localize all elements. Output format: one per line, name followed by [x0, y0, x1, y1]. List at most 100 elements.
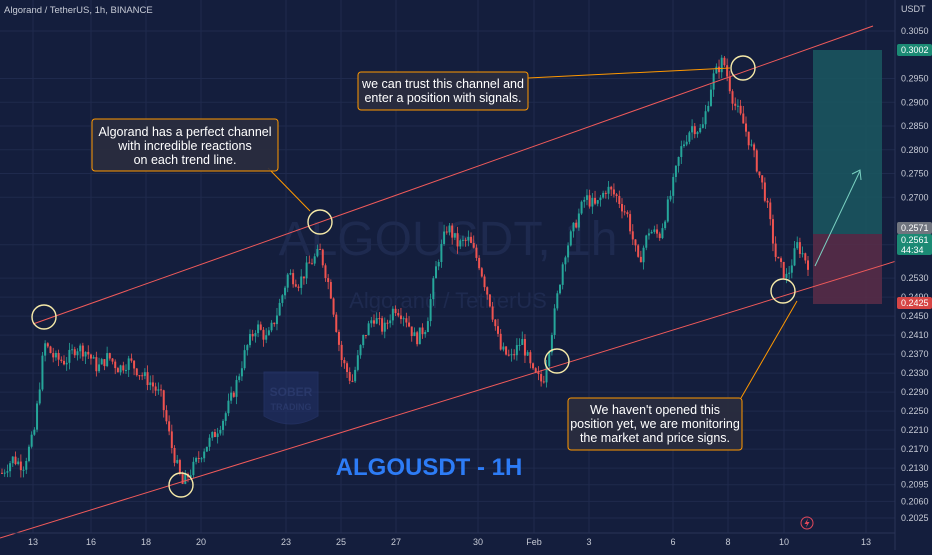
candle: [478, 255, 481, 271]
candle: [556, 290, 559, 311]
candle: [146, 365, 149, 391]
candle: [200, 457, 203, 463]
candle: [720, 54, 723, 79]
symbol-info[interactable]: Algorand / TetherUS, 1h, BINANCE: [4, 5, 153, 16]
price-axis[interactable]: 0.3050 0.2950 0.2900 0.2850 0.2800 0.2750 0.27…: [901, 26, 929, 523]
candle: [373, 314, 375, 327]
price-tick-label: 0.2210: [901, 425, 929, 435]
candle: [637, 244, 640, 258]
candle: [316, 244, 319, 258]
watermark-ticker: ALGOUSDT, 1h: [279, 213, 618, 266]
lower-channel-line[interactable]: [0, 249, 932, 539]
candle: [526, 350, 529, 356]
candle: [691, 119, 694, 140]
candle: [461, 235, 464, 247]
candle: [621, 198, 623, 219]
candle: [747, 131, 750, 150]
candle: [669, 190, 672, 202]
candle: [731, 89, 734, 111]
candle: [796, 236, 799, 250]
candle: [518, 338, 521, 351]
candle: [232, 391, 235, 398]
candle: [607, 180, 610, 200]
candle: [523, 334, 526, 363]
candle: [642, 245, 645, 270]
projection-arrow: [814, 169, 862, 267]
candle: [494, 319, 497, 331]
candle: [448, 222, 451, 236]
callout-trust[interactable]: we can trust this channel and enter a po…: [357, 71, 529, 111]
candle: [19, 454, 22, 478]
candle: [755, 148, 758, 173]
candle: [734, 97, 737, 111]
candle: [362, 334, 365, 349]
candle: [246, 344, 249, 356]
candle: [192, 457, 195, 479]
candle: [510, 348, 513, 362]
candle: [502, 342, 505, 352]
candle: [432, 275, 435, 306]
tag-stop: 0.2425: [897, 297, 932, 309]
candle: [499, 329, 502, 351]
time-tick-label: 13: [28, 537, 38, 547]
candle: [87, 345, 90, 359]
candle: [583, 196, 586, 208]
callout-channel[interactable]: Algorand has a perfect channel with incr…: [91, 118, 279, 172]
candle: [141, 372, 144, 381]
candle: [364, 334, 367, 339]
candle: [497, 318, 499, 337]
candle: [184, 469, 187, 485]
candle: [208, 434, 211, 452]
price-tick-label: 0.2900: [901, 97, 929, 107]
price-tick-label: 0.2250: [901, 406, 929, 416]
candle: [515, 338, 518, 361]
price-tick-label: 0.2130: [901, 463, 929, 473]
time-axis[interactable]: 13 16 18 20 23 25 27 30 Feb 3 6 8 10 13: [28, 537, 871, 547]
candle: [472, 235, 475, 249]
candle: [585, 189, 588, 206]
candle: [785, 268, 788, 284]
candle: [701, 117, 704, 129]
candle: [49, 345, 52, 354]
candle: [658, 231, 661, 241]
candle: [346, 361, 349, 378]
price-tick-label: 0.2060: [901, 496, 929, 506]
time-tick-label: 10: [779, 537, 789, 547]
price-tick-label: 0.2950: [901, 74, 929, 84]
candle: [297, 284, 300, 292]
candle: [100, 357, 103, 365]
target-zone[interactable]: [813, 50, 882, 234]
candle: [84, 351, 87, 365]
candle: [151, 375, 154, 394]
candle: [696, 130, 699, 138]
candle: [335, 312, 338, 333]
time-tick-label: 20: [196, 537, 206, 547]
candle: [289, 269, 292, 276]
tag-last-text: 0.2561: [901, 235, 929, 245]
candle: [6, 464, 9, 478]
candle: [30, 431, 33, 449]
candle: [135, 367, 138, 377]
candle: [381, 315, 384, 335]
touch-circle-upper-3: [730, 55, 756, 81]
candle: [356, 349, 359, 372]
candle: [319, 243, 322, 251]
candles: [1, 54, 809, 485]
candle: [36, 400, 39, 433]
candle: [750, 139, 753, 147]
candle: [44, 340, 47, 362]
candle: [647, 228, 650, 240]
candle: [63, 355, 65, 366]
lightning-icon[interactable]: [800, 516, 814, 530]
candle: [116, 366, 119, 373]
candle: [354, 366, 357, 383]
candle: [9, 461, 12, 478]
candle: [92, 355, 95, 359]
candle: [782, 261, 785, 280]
callout-monitor[interactable]: We haven't opened this position yet, we …: [567, 397, 743, 451]
candle: [693, 123, 696, 139]
candle: [674, 164, 677, 183]
callout-channel-line2: with incredible reactions: [117, 139, 251, 153]
